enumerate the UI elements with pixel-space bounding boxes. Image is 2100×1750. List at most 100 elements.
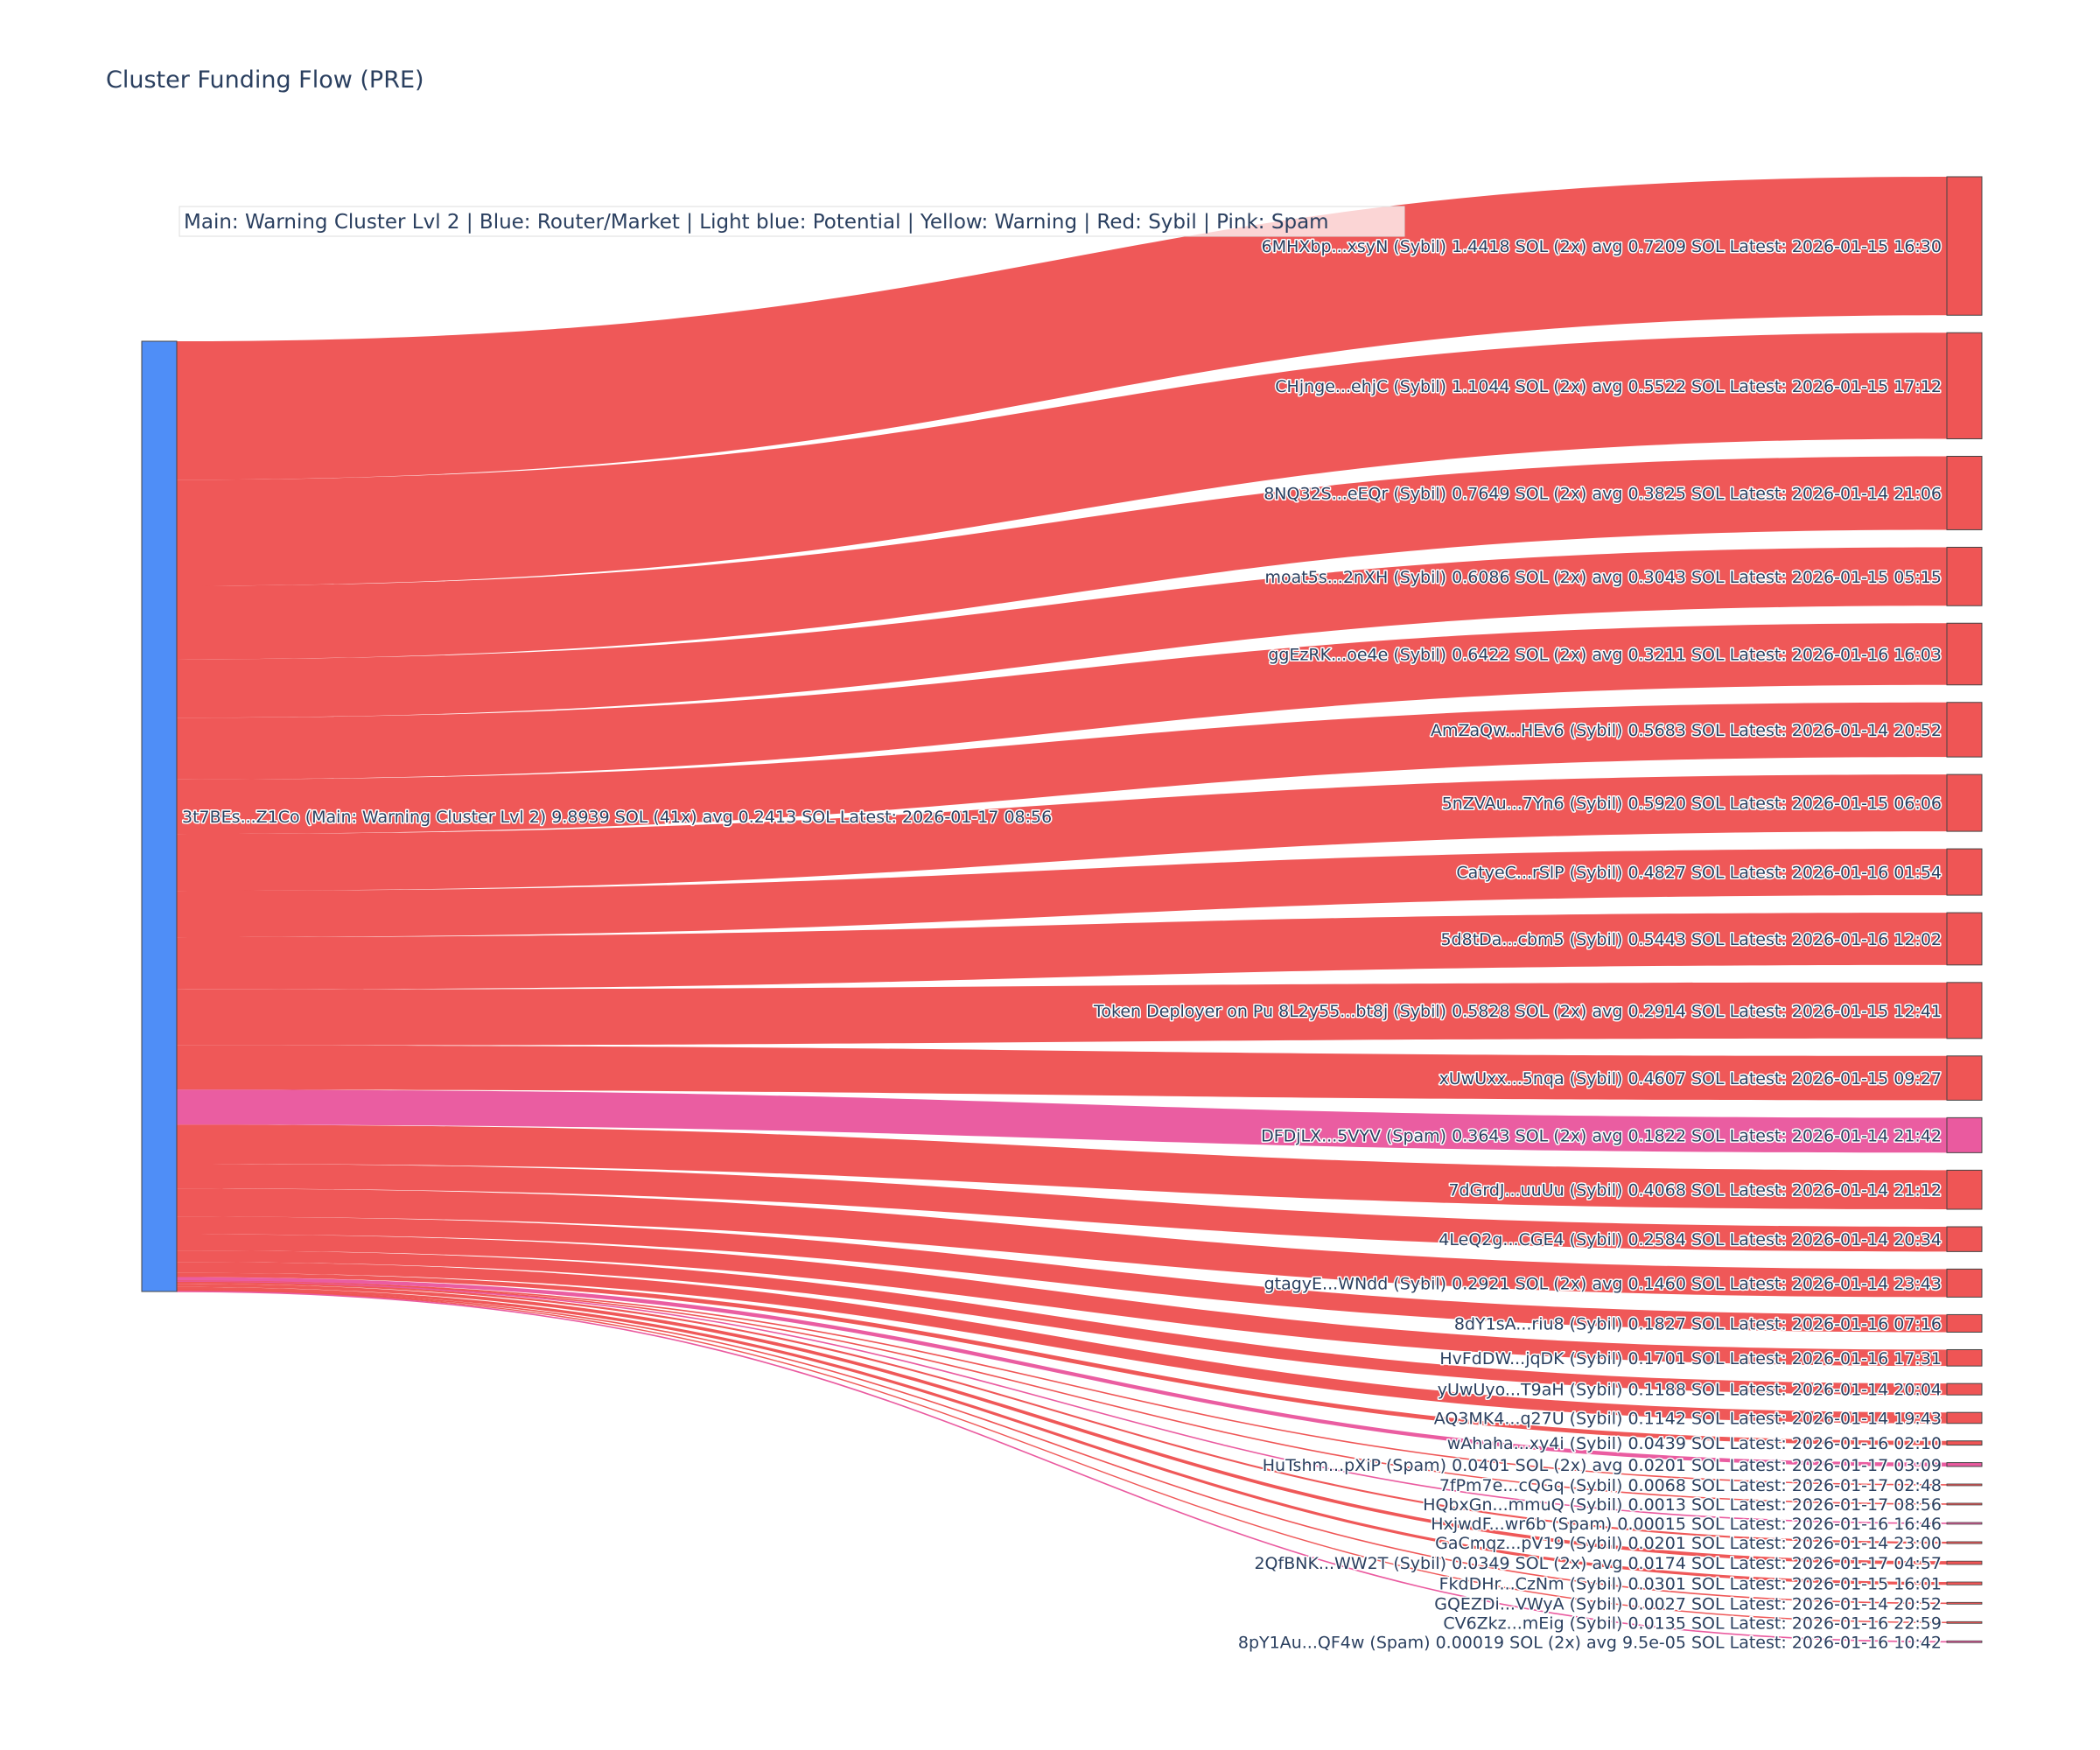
flow-link[interactable] (177, 1045, 1947, 1101)
target-node[interactable] (1946, 176, 1983, 316)
target-node-label: 6MHXbp...xsyN (Sybil) 1.4418 SOL (2x) av… (1262, 237, 1942, 256)
target-node-label: 8pY1Au...QF4w (Spam) 0.00019 SOL (2x) av… (1238, 1633, 1942, 1652)
flow-link[interactable] (177, 774, 1947, 892)
target-node[interactable] (1946, 332, 1983, 439)
flow-link[interactable] (177, 849, 1947, 938)
target-node-label: gtagyE...WNdd (Sybil) 0.2921 SOL (2x) av… (1264, 1274, 1942, 1293)
flow-link[interactable] (177, 1124, 1947, 1210)
flow-link[interactable] (177, 982, 1947, 1046)
target-node-label: 8dY1sA...riu8 (Sybil) 0.1827 SOL Latest:… (1454, 1314, 1942, 1334)
target-node[interactable] (1946, 848, 1983, 896)
target-node[interactable] (1946, 912, 1983, 966)
source-node-label: 3t7BEs...Z1Co (Main: Warning Cluster Lvl… (182, 808, 1052, 827)
chart-title: Cluster Funding Flow (PRE) (106, 66, 424, 94)
label-layer: 3t7BEs...Z1Co (Main: Warning Cluster Lvl… (181, 236, 1943, 1654)
target-node-label: 8NQ32S...eEQr (Sybil) 0.7649 SOL (2x) av… (1264, 484, 1942, 503)
target-node-label: HvFdDW...jqDK (Sybil) 0.1701 SOL Latest:… (1439, 1349, 1942, 1368)
flow-link[interactable] (177, 1272, 1947, 1446)
target-node[interactable] (1946, 1502, 1983, 1506)
target-node[interactable] (1946, 1483, 1983, 1487)
target-node[interactable] (1946, 1522, 1983, 1525)
target-node-label: CatyeC...rSlP (Sybil) 0.4827 SOL Latest:… (1456, 864, 1942, 883)
target-node[interactable] (1946, 1620, 1983, 1624)
flow-link[interactable] (177, 702, 1947, 835)
flow-link[interactable] (176, 1280, 1948, 1505)
flow-link[interactable] (177, 177, 1947, 480)
flow-link[interactable] (177, 1250, 1947, 1396)
flow-link[interactable] (177, 456, 1947, 660)
target-node[interactable] (1946, 1462, 1983, 1467)
target-node-label: 7dGrdJ...uuUu (Sybil) 0.4068 SOL Latest:… (1448, 1181, 1942, 1200)
flow-link[interactable] (177, 547, 1947, 718)
target-node-label: 7fPm7e...cQGq (Sybil) 0.0068 SOL Latest:… (1439, 1476, 1942, 1495)
flow-link[interactable] (177, 1164, 1947, 1252)
target-node[interactable] (1946, 1169, 1983, 1210)
source-node[interactable] (141, 340, 178, 1292)
target-node-label: HuTshm...pXiP (Spam) 0.0401 SOL (2x) avg… (1263, 1456, 1942, 1475)
target-node[interactable] (1946, 1268, 1983, 1298)
flow-link[interactable] (176, 1280, 1948, 1486)
flow-link[interactable] (177, 1216, 1947, 1333)
target-node-label: GQEZDi...VWyA (Sybil) 0.0027 SOL Latest:… (1434, 1594, 1942, 1614)
target-node-label: 5d8tDa...cbm5 (Sybil) 0.5443 SOL Latest:… (1440, 930, 1942, 949)
target-node-label: 4LeQ2g...CGE4 (Sybil) 0.2584 SOL Latest:… (1438, 1230, 1942, 1250)
target-node[interactable] (1946, 1348, 1983, 1367)
flow-link[interactable] (177, 1290, 1947, 1624)
target-node-label: 5nZVAu...7Yn6 (Sybil) 0.5920 SOL Latest:… (1442, 794, 1942, 814)
target-node[interactable] (1946, 774, 1983, 832)
target-node-label: AQ3MK4...q27U (Sybil) 0.1142 SOL Latest:… (1434, 1409, 1942, 1428)
target-node-label: yUwUyo...T9aH (Sybil) 0.1188 SOL Latest:… (1438, 1381, 1942, 1400)
flow-link[interactable] (177, 332, 1947, 586)
flow-link[interactable] (177, 1284, 1947, 1564)
target-node-label: AmZaQw...HEv6 (Sybil) 0.5683 SOL Latest:… (1431, 721, 1942, 740)
target-node[interactable] (1946, 1116, 1983, 1153)
target-node[interactable] (1946, 1640, 1983, 1643)
link-layer (176, 177, 1948, 1643)
flow-link[interactable] (177, 1234, 1947, 1367)
flow-link[interactable] (177, 1286, 1947, 1586)
legend-box: Main: Warning Cluster Lvl 2 | Blue: Rout… (178, 206, 1405, 237)
flow-link[interactable] (177, 1089, 1947, 1153)
flow-link[interactable] (177, 623, 1947, 780)
target-node[interactable] (1946, 1055, 1983, 1101)
target-node[interactable] (1946, 982, 1983, 1040)
target-node-label: moat5s...2nXH (Sybil) 0.6086 SOL (2x) av… (1265, 568, 1942, 587)
target-node[interactable] (1946, 622, 1983, 686)
target-node[interactable] (1946, 1541, 1983, 1544)
target-node-label: wAhaha...xy4i (Sybil) 0.0439 SOL Latest:… (1447, 1434, 1942, 1453)
target-node-label: xUwUxx...5nqa (Sybil) 0.4607 SOL Latest:… (1439, 1069, 1942, 1088)
target-node-label: DFDjLX...5VYV (Spam) 0.3643 SOL (2x) avg… (1261, 1126, 1942, 1145)
flow-link[interactable] (176, 1289, 1948, 1605)
flow-link[interactable] (177, 1277, 1947, 1466)
flow-link[interactable] (176, 1291, 1948, 1643)
target-node[interactable] (1946, 1411, 1983, 1424)
target-node[interactable] (1946, 1226, 1983, 1252)
target-node-label: GaCmqz...pV19 (Sybil) 0.0201 SOL Latest:… (1435, 1534, 1942, 1553)
flow-link[interactable] (176, 1281, 1948, 1524)
target-node[interactable] (1946, 1601, 1983, 1605)
target-node[interactable] (1946, 1560, 1983, 1565)
node-layer (141, 176, 1983, 1643)
target-node-label: ggEzRK...oe4e (Sybil) 0.6422 SOL (2x) av… (1268, 645, 1942, 664)
target-node-label: 2QfBNK...WW2T (Sybil) 0.0349 SOL (2x) av… (1254, 1554, 1942, 1573)
target-node-label: FkdDHr...CzNm (Sybil) 0.0301 SOL Latest:… (1439, 1575, 1942, 1594)
target-node-label: CV6Zkz...mEig (Sybil) 0.0135 SOL Latest:… (1443, 1614, 1942, 1633)
target-node-label: CHjnge...ehjC (Sybil) 1.1044 SOL (2x) av… (1275, 377, 1942, 396)
target-node[interactable] (1946, 1581, 1983, 1586)
target-node-label: HQbxGn...mmuQ (Sybil) 0.0013 SOL Latest:… (1423, 1495, 1942, 1515)
flow-link[interactable] (177, 1281, 1947, 1544)
flow-link[interactable] (177, 1262, 1947, 1424)
flow-link[interactable] (177, 1188, 1947, 1298)
target-node[interactable] (1946, 1313, 1983, 1333)
target-node-label: HxjwdF...wr6b (Spam) 0.00015 SOL Latest:… (1431, 1515, 1942, 1534)
target-node[interactable] (1946, 455, 1983, 530)
flow-link[interactable] (177, 913, 1947, 990)
target-node[interactable] (1946, 702, 1983, 758)
target-node[interactable] (1946, 546, 1983, 606)
target-node[interactable] (1946, 1382, 1983, 1396)
target-node[interactable] (1946, 1440, 1983, 1446)
legend-text: Main: Warning Cluster Lvl 2 | Blue: Rout… (184, 211, 1329, 234)
target-node-label: Token Deployer on Pu 8L2y55...bt8j (Sybi… (1093, 1002, 1942, 1021)
